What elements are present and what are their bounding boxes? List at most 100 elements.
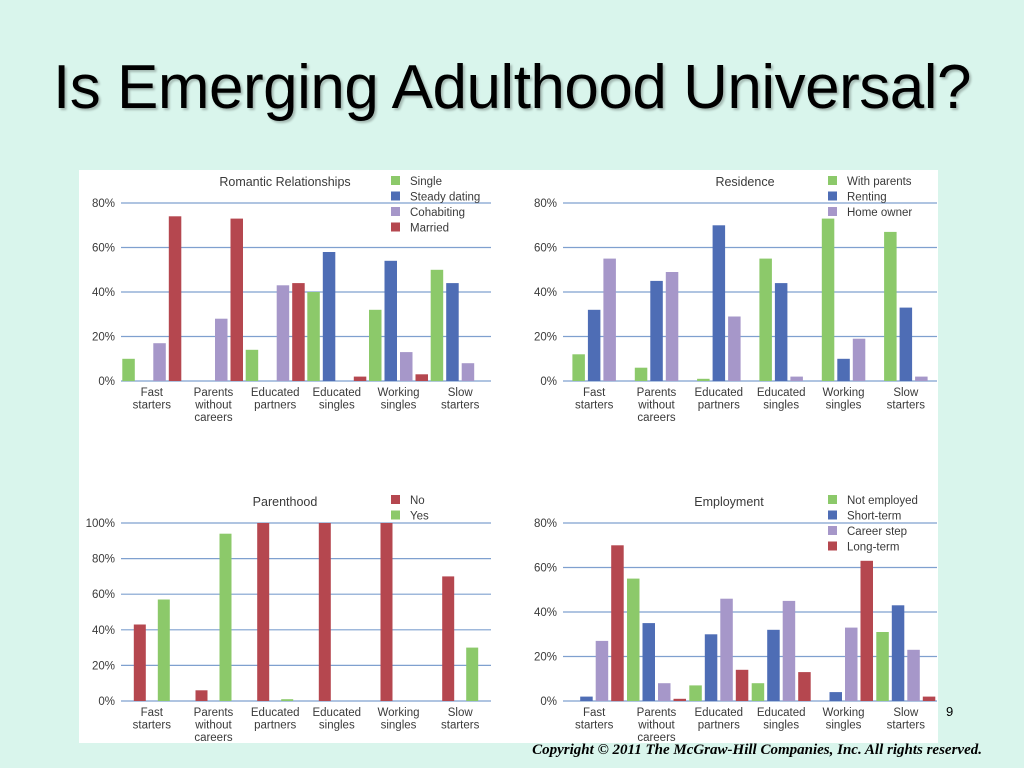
legend-swatch	[391, 176, 400, 185]
charts-svg: Romantic Relationships 0% 20% 40% 60% 80% Fast…	[86, 175, 937, 743]
x-tick-label: Working	[823, 387, 865, 399]
bar	[790, 376, 803, 381]
bar	[133, 624, 146, 701]
bar	[891, 605, 905, 701]
x-tick-label: partners	[254, 400, 296, 412]
bar	[658, 683, 671, 701]
page-number: 9	[946, 704, 954, 719]
bar	[219, 533, 232, 701]
bar	[415, 374, 428, 381]
legend-label: With parents	[847, 176, 912, 188]
bar	[245, 349, 259, 381]
bar	[572, 354, 585, 381]
legend-label: Single	[410, 176, 442, 188]
chart-title: Employment	[694, 495, 764, 509]
legend-swatch	[391, 222, 400, 232]
legend-swatch	[828, 495, 837, 504]
bar	[384, 260, 397, 381]
chart-figure: Romantic Relationships 0% 20% 40% 60% 80% Fast…	[79, 170, 938, 743]
bar	[153, 343, 166, 381]
x-tick-label: starters	[441, 720, 480, 732]
x-tick-label: singles	[381, 400, 417, 412]
bar	[759, 258, 772, 381]
x-tick-label: Fast	[141, 707, 164, 719]
bar	[430, 269, 444, 382]
x-tick-label: Educated	[312, 387, 361, 399]
bar	[642, 623, 655, 701]
bar	[292, 283, 305, 381]
bar	[829, 692, 842, 701]
x-tick-label: careers	[194, 412, 233, 424]
y-tick-label: 60%	[92, 589, 115, 601]
bar	[595, 640, 609, 701]
bar	[650, 280, 663, 381]
bar	[257, 523, 270, 701]
chart-panel-1: Residence0%20%40%60%80%FaststartersParen…	[534, 175, 937, 424]
bar	[442, 576, 455, 701]
x-tick-label: starters	[441, 400, 480, 412]
bar	[712, 225, 726, 382]
y-tick-label: 0%	[98, 696, 115, 708]
y-tick-label: 20%	[92, 660, 115, 672]
bar	[603, 258, 616, 381]
bar	[922, 696, 936, 701]
bar	[318, 523, 331, 701]
bar	[461, 363, 475, 381]
x-tick-label: Slow	[448, 387, 474, 399]
legend-swatch	[828, 176, 837, 185]
x-tick-label: Educated	[757, 387, 806, 399]
y-tick-label: 20%	[92, 332, 115, 344]
x-tick-label: partners	[698, 720, 740, 732]
x-tick-label: starters	[133, 400, 172, 412]
x-tick-label: Educated	[694, 387, 743, 399]
legend-label: Cohabiting	[410, 207, 465, 219]
x-tick-label: Slow	[893, 387, 919, 399]
bar	[122, 358, 135, 382]
x-tick-label: Working	[378, 387, 420, 399]
bar	[400, 352, 413, 381]
x-tick-label: without	[194, 720, 232, 732]
bar	[634, 367, 648, 381]
legend-swatch	[391, 510, 400, 520]
y-tick-label: 40%	[534, 287, 557, 299]
bar	[845, 627, 858, 701]
x-tick-label: singles	[319, 720, 355, 732]
x-tick-label: Fast	[583, 707, 606, 719]
y-tick-label: 80%	[92, 554, 115, 566]
x-tick-label: Educated	[251, 387, 300, 399]
legend-label: Not employed	[847, 495, 918, 507]
x-tick-label: singles	[826, 400, 862, 412]
legend-label: No	[410, 495, 425, 507]
x-tick-label: starters	[887, 400, 926, 412]
x-tick-label: without	[637, 720, 675, 732]
bar	[860, 560, 873, 701]
y-tick-label: 0%	[540, 696, 557, 708]
x-tick-label: Parents	[194, 387, 234, 399]
x-tick-label: singles	[763, 400, 799, 412]
bar	[195, 690, 208, 701]
x-tick-label: Fast	[141, 387, 164, 399]
bar	[884, 231, 897, 381]
y-tick-label: 100%	[86, 518, 115, 530]
x-tick-label: partners	[254, 720, 296, 732]
legend-swatch	[828, 510, 837, 520]
bar	[380, 523, 393, 701]
x-tick-label: careers	[194, 732, 233, 743]
bar	[697, 378, 710, 381]
bar	[230, 218, 243, 381]
legend-swatch	[828, 191, 837, 201]
y-tick-label: 80%	[534, 518, 557, 530]
bar	[276, 285, 290, 381]
x-tick-label: Working	[378, 707, 420, 719]
y-tick-label: 80%	[534, 198, 557, 210]
x-tick-label: without	[637, 400, 675, 412]
chart-panel-3: Employment0%20%40%60%80%FaststartersPare…	[534, 495, 937, 743]
x-tick-label: careers	[637, 412, 676, 424]
bar	[580, 696, 593, 701]
legend-swatch	[828, 207, 837, 216]
y-tick-label: 0%	[540, 376, 557, 388]
x-tick-label: starters	[575, 720, 614, 732]
bar	[751, 683, 765, 701]
copyright-notice: Copyright © 2011 The McGraw-Hill Compani…	[532, 742, 982, 758]
y-tick-label: 40%	[534, 607, 557, 619]
